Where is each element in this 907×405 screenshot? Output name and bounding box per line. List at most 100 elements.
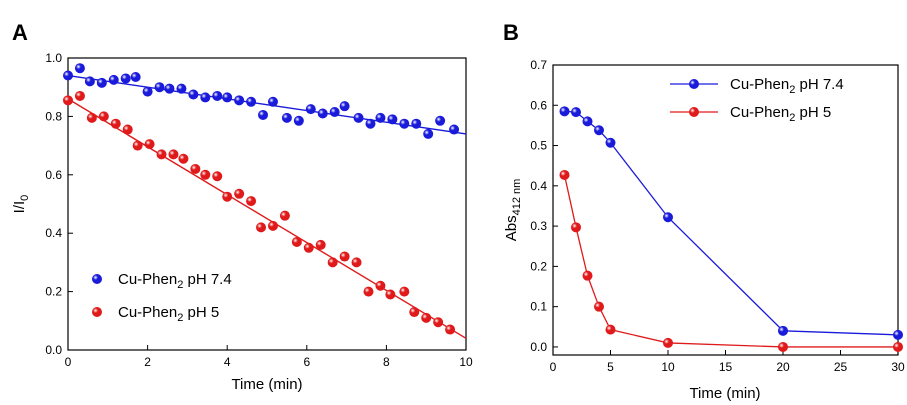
- x-axis-label-b: Time (min): [689, 385, 760, 402]
- y-tick-label-b-1: 0.1: [530, 300, 547, 314]
- data-point-a-0-11: [188, 89, 199, 100]
- data-point-a-0-32: [435, 115, 446, 126]
- x-tick-label-a-5: 10: [459, 355, 473, 369]
- y-tick-label-b-7: 0.7: [530, 58, 547, 72]
- y-tick-label-b-2: 0.2: [530, 259, 547, 273]
- data-point-a-1-17: [256, 222, 267, 233]
- x-tick-label-b-6: 30: [891, 360, 905, 374]
- panel-label-b: B: [503, 20, 519, 45]
- x-tick-label-a-1: 2: [144, 355, 151, 369]
- data-point-a-1-25: [351, 257, 362, 268]
- data-point-a-1-11: [190, 163, 201, 174]
- y-axis-label-a: I/I0: [11, 195, 31, 214]
- data-point-a-0-18: [267, 96, 278, 107]
- y-tick-label-b-4: 0.4: [530, 179, 547, 193]
- data-point-b-1-1: [571, 222, 581, 233]
- x-tick-label-a-2: 4: [224, 355, 231, 369]
- y-tick-label-b-6: 0.6: [530, 98, 547, 112]
- data-point-a-0-31: [423, 128, 434, 139]
- data-point-a-0-10: [176, 83, 187, 94]
- data-point-a-1-2: [86, 112, 97, 123]
- y-tick-label-a-4: 0.8: [45, 109, 62, 123]
- axis-ticks-b: 0 5 10 15 20 25 30 0.0 0.1 0.2 0.3 0.4 0.5 0.6 0.7: [530, 58, 905, 374]
- y-tick-label-a-1: 0.2: [45, 285, 62, 299]
- data-point-a-0-3: [96, 77, 107, 88]
- legend-label-b-ph74: Cu-Phen2 pH 7.4: [730, 76, 844, 96]
- data-point-a-0-17: [258, 109, 269, 120]
- data-point-a-1-0: [63, 95, 73, 106]
- data-point-a-0-24: [339, 101, 350, 112]
- fit-line-a-1: [67, 98, 467, 339]
- data-point-a-1-13: [212, 171, 223, 182]
- legend-label-a-ph74: Cu-Phen2 pH 7.4: [118, 271, 232, 291]
- x-tick-label-a-3: 6: [303, 355, 310, 369]
- data-point-a-1-22: [315, 239, 326, 250]
- legend-text-a-ph74-rest: pH 7.4: [183, 271, 231, 288]
- legend-text-a-ph5-main: Cu-Phen: [118, 304, 177, 321]
- data-point-a-0-29: [399, 118, 410, 129]
- data-point-a-0-23: [329, 107, 340, 118]
- legend-text-b-ph74-main: Cu-Phen: [730, 76, 789, 93]
- y-axis-label-b-sub: 412 nm: [511, 179, 523, 216]
- plot-frame-a: [67, 57, 467, 351]
- data-point-b-0-0: [559, 106, 570, 117]
- data-point-b-1-2: [582, 270, 593, 281]
- legend-text-b-ph5-rest: pH 5: [795, 104, 831, 121]
- legend-text-b-ph5-main: Cu-Phen: [730, 104, 789, 121]
- data-point-a-1-26: [363, 286, 374, 297]
- data-point-a-0-25: [353, 112, 364, 123]
- data-point-a-0-28: [387, 114, 398, 125]
- x-tick-label-b-5: 25: [834, 360, 848, 374]
- y-tick-label-a-5: 1.0: [45, 51, 62, 65]
- data-point-a-0-33: [449, 124, 460, 135]
- data-point-a-1-31: [421, 312, 432, 323]
- data-point-a-1-8: [156, 149, 167, 160]
- legend-text-b-ph74-rest: pH 7.4: [795, 76, 843, 93]
- data-point-a-0-9: [164, 83, 175, 94]
- legend-text-b-ph5-sub: 2: [789, 112, 795, 124]
- series-line-b-1: [563, 174, 898, 348]
- data-point-a-1-7: [144, 139, 155, 150]
- data-point-a-1-20: [291, 236, 302, 247]
- data-point-a-1-9: [168, 149, 179, 160]
- legend-text-a-ph5-sub: 2: [177, 312, 183, 324]
- data-point-a-1-12: [200, 169, 211, 180]
- data-point-a-0-16: [246, 96, 257, 107]
- data-point-b-0-7: [893, 329, 903, 340]
- y-axis-label-b-main: Abs: [503, 215, 520, 241]
- data-point-a-1-30: [409, 307, 420, 318]
- data-point-a-1-5: [122, 124, 133, 135]
- chart-panel-a: A 0 2 4 6 8 10 0.0 0.2 0.4 0.6 0.8 1.0 Time (min) I…: [11, 20, 473, 393]
- data-point-a-1-3: [98, 111, 109, 122]
- data-point-b-0-1: [571, 107, 581, 118]
- data-point-a-1-18: [267, 220, 278, 231]
- data-points-a: [63, 63, 460, 335]
- legend-text-a-ph74-main: Cu-Phen: [118, 271, 177, 288]
- data-point-a-0-5: [120, 73, 131, 84]
- data-point-a-0-7: [142, 86, 153, 97]
- data-point-a-0-19: [281, 112, 292, 123]
- data-point-a-0-20: [293, 115, 304, 126]
- data-point-a-0-26: [365, 118, 376, 129]
- data-point-a-1-15: [234, 188, 245, 199]
- data-point-a-1-23: [327, 257, 338, 268]
- data-point-a-0-2: [84, 76, 95, 87]
- data-points-b: [559, 106, 903, 352]
- y-tick-label-b-5: 0.5: [530, 139, 547, 153]
- data-point-a-1-24: [339, 251, 350, 262]
- data-point-a-0-15: [234, 95, 245, 106]
- y-axis-label-b: Abs412 nm: [503, 179, 523, 242]
- y-tick-label-a-2: 0.4: [45, 226, 62, 240]
- series-lines-b: [563, 110, 899, 348]
- data-point-a-1-33: [445, 324, 456, 335]
- data-point-a-0-4: [108, 74, 119, 85]
- data-point-a-1-14: [222, 191, 233, 202]
- x-tick-label-b-3: 15: [719, 360, 733, 374]
- y-tick-label-b-0: 0.0: [530, 340, 547, 354]
- data-point-b-1-4: [605, 324, 616, 335]
- legend-marker-b-ph74: [689, 79, 699, 89]
- legend-b: Cu-Phen2 pH 7.4 Cu-Phen2 pH 5: [670, 76, 844, 124]
- data-point-b-1-6: [778, 341, 788, 352]
- data-point-a-0-22: [317, 108, 328, 119]
